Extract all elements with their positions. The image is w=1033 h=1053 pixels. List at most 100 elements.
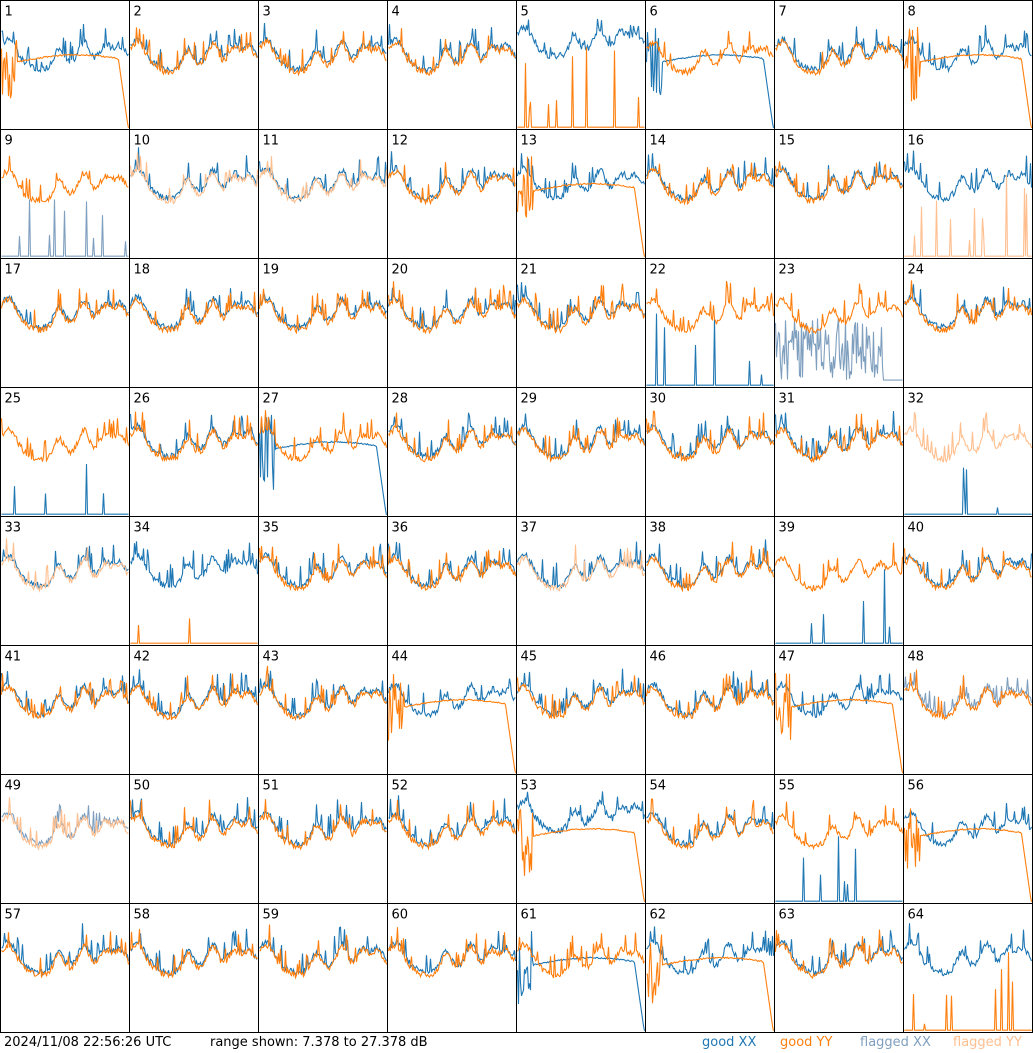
panel-20: 20 (387, 258, 517, 388)
series-good-yy (516, 283, 646, 335)
panel-frame (258, 258, 388, 388)
series-good-yy (516, 808, 646, 903)
panel-label: 24 (908, 263, 925, 278)
panel-48: 48 (903, 645, 1033, 775)
panel-2: 2 (129, 0, 259, 130)
series-good-xx (646, 805, 775, 848)
series-good-xx (516, 282, 645, 333)
panel-61: 61 (516, 903, 646, 1033)
panel-21: 21 (516, 258, 646, 388)
panel-5: 5 (516, 0, 646, 130)
panel-label: 60 (392, 908, 409, 923)
legend-good-xx: good XX (702, 1035, 757, 1050)
series-good-yy (903, 547, 1032, 592)
series-good-xx (387, 287, 517, 331)
series-flagged-yy (904, 412, 1033, 464)
series-good-yy (775, 35, 904, 76)
series-good-yy (129, 291, 258, 334)
panel-label: 7 (779, 5, 787, 20)
panel-14: 14 (645, 129, 775, 259)
panel-frame (903, 258, 1033, 388)
panel-frame (258, 129, 388, 259)
panel-label: 42 (134, 650, 151, 665)
series-good-yy (517, 47, 645, 128)
panel-frame (387, 774, 517, 904)
panel-frame (0, 903, 130, 1033)
panel-label: 57 (5, 908, 22, 923)
series-good-xx (645, 28, 775, 129)
panel-38: 38 (645, 516, 775, 646)
panel-53: 53 (516, 774, 646, 904)
panel-label: 51 (263, 779, 280, 794)
panel-19: 19 (258, 258, 388, 388)
panel-frame (0, 0, 130, 130)
series-good-yy (645, 673, 775, 721)
series-good-yy (516, 417, 646, 463)
panel-40: 40 (903, 516, 1033, 646)
series-good-xx (516, 791, 646, 834)
series-good-yy (516, 156, 646, 258)
series-good-xx (387, 541, 517, 589)
panel-label: 59 (263, 908, 280, 923)
series-good-xx (1, 544, 129, 590)
series-good-yy (388, 28, 516, 76)
series-good-yy (646, 541, 775, 593)
series-good-xx (904, 467, 1032, 515)
panel-frame (0, 258, 130, 388)
series-flagged-yy (516, 544, 646, 592)
series-good-xx (903, 284, 1032, 331)
series-good-yy (0, 40, 130, 129)
panel-frame (516, 774, 646, 904)
series-good-yy (387, 546, 517, 591)
panel-frame (129, 129, 259, 259)
panel-label: 32 (908, 392, 925, 407)
series-good-yy (903, 26, 1033, 129)
panel-frame (387, 516, 517, 646)
panel-label: 5 (521, 5, 529, 20)
panel-frame (774, 129, 904, 259)
panel-31: 31 (774, 387, 904, 517)
panel-39: 39 (774, 516, 904, 646)
panel-frame (258, 645, 388, 775)
footer: 2024/11/08 22:56:26 UTC range shown: 7.3… (0, 1033, 1033, 1053)
series-good-xx (903, 25, 1032, 74)
panel-36: 36 (387, 516, 517, 646)
series-flagged-xx (903, 672, 1033, 719)
panel-frame (645, 645, 775, 775)
series-flagged-yy (259, 156, 388, 205)
series-good-yy (0, 673, 129, 719)
panel-30: 30 (645, 387, 775, 517)
panel-frame (516, 258, 646, 388)
panel-frame (129, 0, 259, 130)
panel-frame (387, 387, 517, 517)
panel-frame (774, 903, 904, 1033)
panel-frame (0, 387, 130, 517)
panel-12: 12 (387, 129, 517, 259)
legend-flagged-yy: flagged YY (953, 1035, 1022, 1050)
panel-label: 16 (908, 134, 925, 149)
series-good-yy (774, 672, 904, 774)
panel-label: 52 (392, 779, 409, 794)
series-good-xx (775, 836, 903, 902)
series-good-yy (645, 410, 775, 463)
panel-frame (258, 387, 388, 517)
panel-45: 45 (516, 645, 646, 775)
series-good-yy (775, 283, 904, 335)
series-good-yy (259, 410, 388, 462)
series-good-yy (387, 162, 516, 206)
series-flagged-yy (1, 538, 129, 593)
panel-8: 8 (903, 0, 1033, 130)
panel-label: 61 (521, 908, 538, 923)
series-good-yy (388, 799, 517, 851)
series-good-xx (903, 803, 1032, 848)
panel-frame (516, 516, 646, 646)
panel-label: 56 (908, 779, 925, 794)
panel-label: 39 (779, 521, 796, 536)
panel-15: 15 (774, 129, 904, 259)
series-good-yy (0, 288, 130, 333)
panel-label: 4 (392, 5, 400, 20)
panel-7: 7 (774, 0, 904, 130)
series-good-yy (646, 30, 774, 77)
panel-frame (903, 645, 1033, 775)
series-good-xx (775, 569, 903, 644)
